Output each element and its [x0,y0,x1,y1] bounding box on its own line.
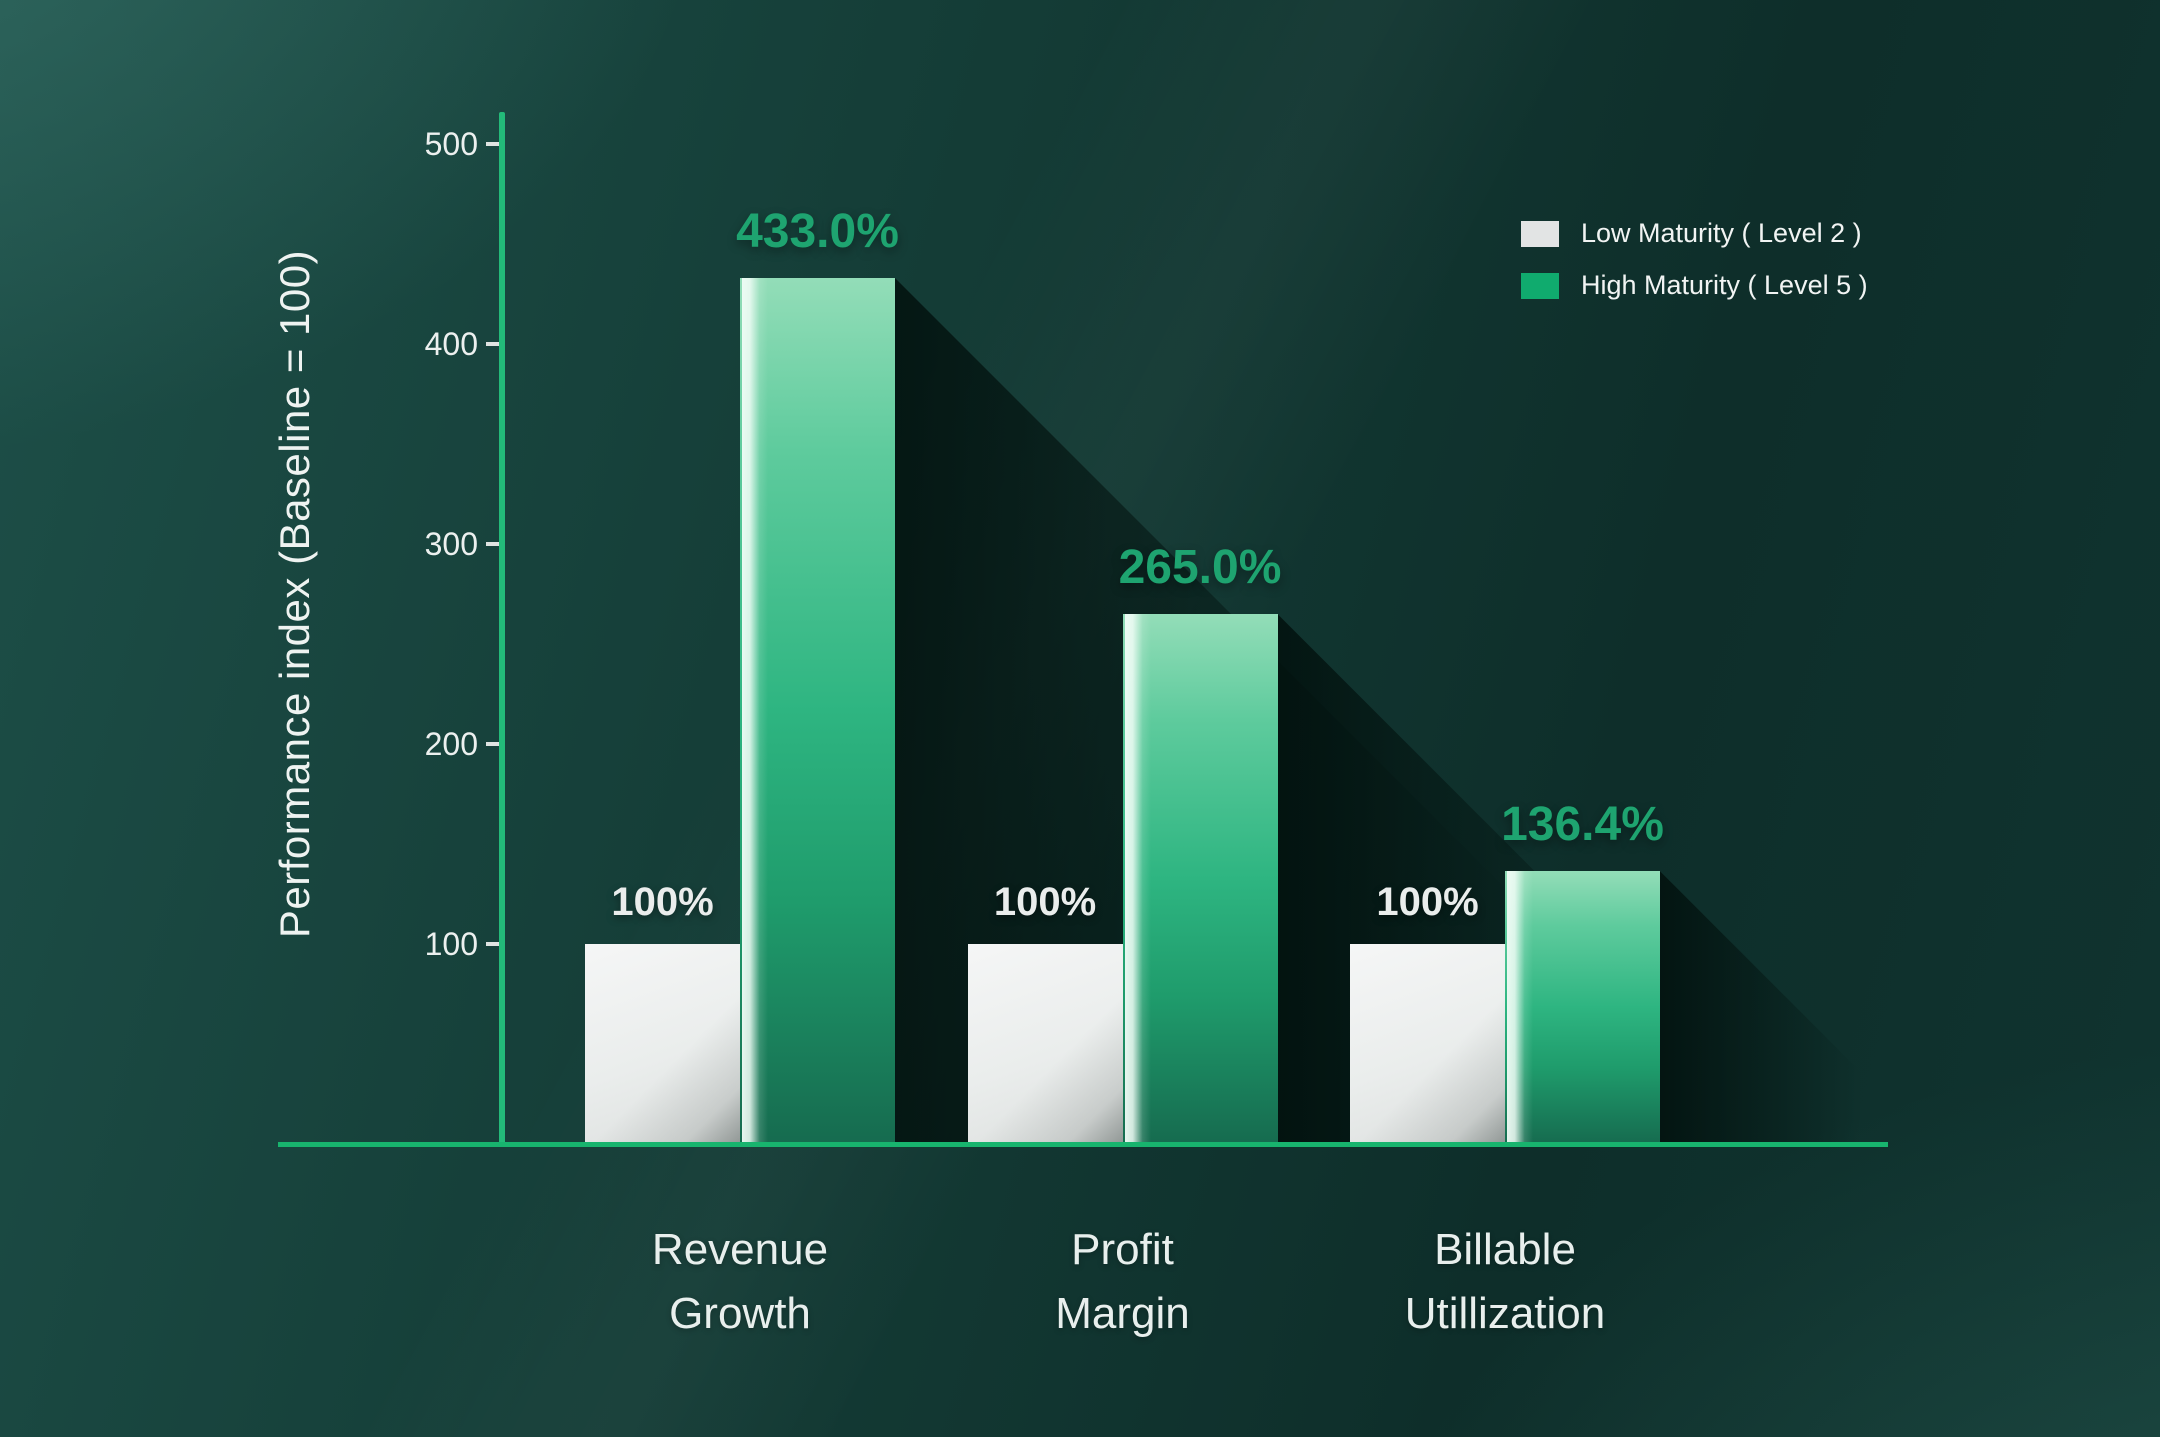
value-label-high: 265.0% [1118,541,1282,594]
bar-corner-shade [585,944,740,1144]
legend: Low Maturity ( Level 2 ) High Maturity ( … [1521,218,1868,301]
value-label-low: 100% [611,880,714,924]
bar-high-maturity [740,278,895,1144]
value-label-high: 433.0% [736,205,899,258]
legend-label: Low Maturity ( Level 2 ) [1581,218,1862,248]
value-label-low: 100% [993,880,1097,924]
x-axis-category-label: Profit Margin [1055,1225,1190,1338]
bar-low-maturity [967,944,1123,1144]
x-axis-category-label: Billable Utillization [1404,1225,1606,1338]
y-axis-line [499,112,505,1147]
y-axis-title: Performance index (Baseline = 100) [271,249,318,939]
bar-long-shadow [1660,871,1933,1144]
bar-edge-highlight [742,278,768,1144]
bar-corner-shade [967,944,1123,1144]
y-tick-label: 200 [424,726,478,762]
legend-swatch [1521,272,1559,299]
x-axis-line [278,1142,1888,1147]
bar-low-maturity [1350,944,1505,1144]
y-tick-mark [486,342,502,346]
bar-edge-highlight [1124,614,1151,1144]
y-tick-label: 400 [424,326,478,362]
y-tick-mark [486,742,502,746]
x-axis-category-label: Revenue Growth [651,1225,829,1338]
bar-edge-highlight [1507,871,1533,1144]
bar-high-maturity [1505,871,1660,1144]
y-tick-mark [486,942,502,946]
value-label-high: 136.4% [1501,798,1664,852]
value-label-low: 100% [1376,880,1479,924]
y-tick-mark [486,542,502,546]
bar-high-maturity [1122,614,1278,1144]
legend-item: High Maturity ( Level 5 ) [1521,270,1868,301]
legend-label: High Maturity ( Level 5 ) [1581,270,1868,300]
y-tick-label: 100 [424,926,478,962]
y-tick-mark [486,142,502,146]
legend-item: Low Maturity ( Level 2 ) [1521,218,1868,249]
y-tick-label: 500 [424,126,478,162]
legend-swatch [1521,220,1559,247]
y-tick-label: 300 [424,526,478,562]
bar-corner-shade [1350,944,1505,1144]
bar-low-maturity [585,944,740,1144]
